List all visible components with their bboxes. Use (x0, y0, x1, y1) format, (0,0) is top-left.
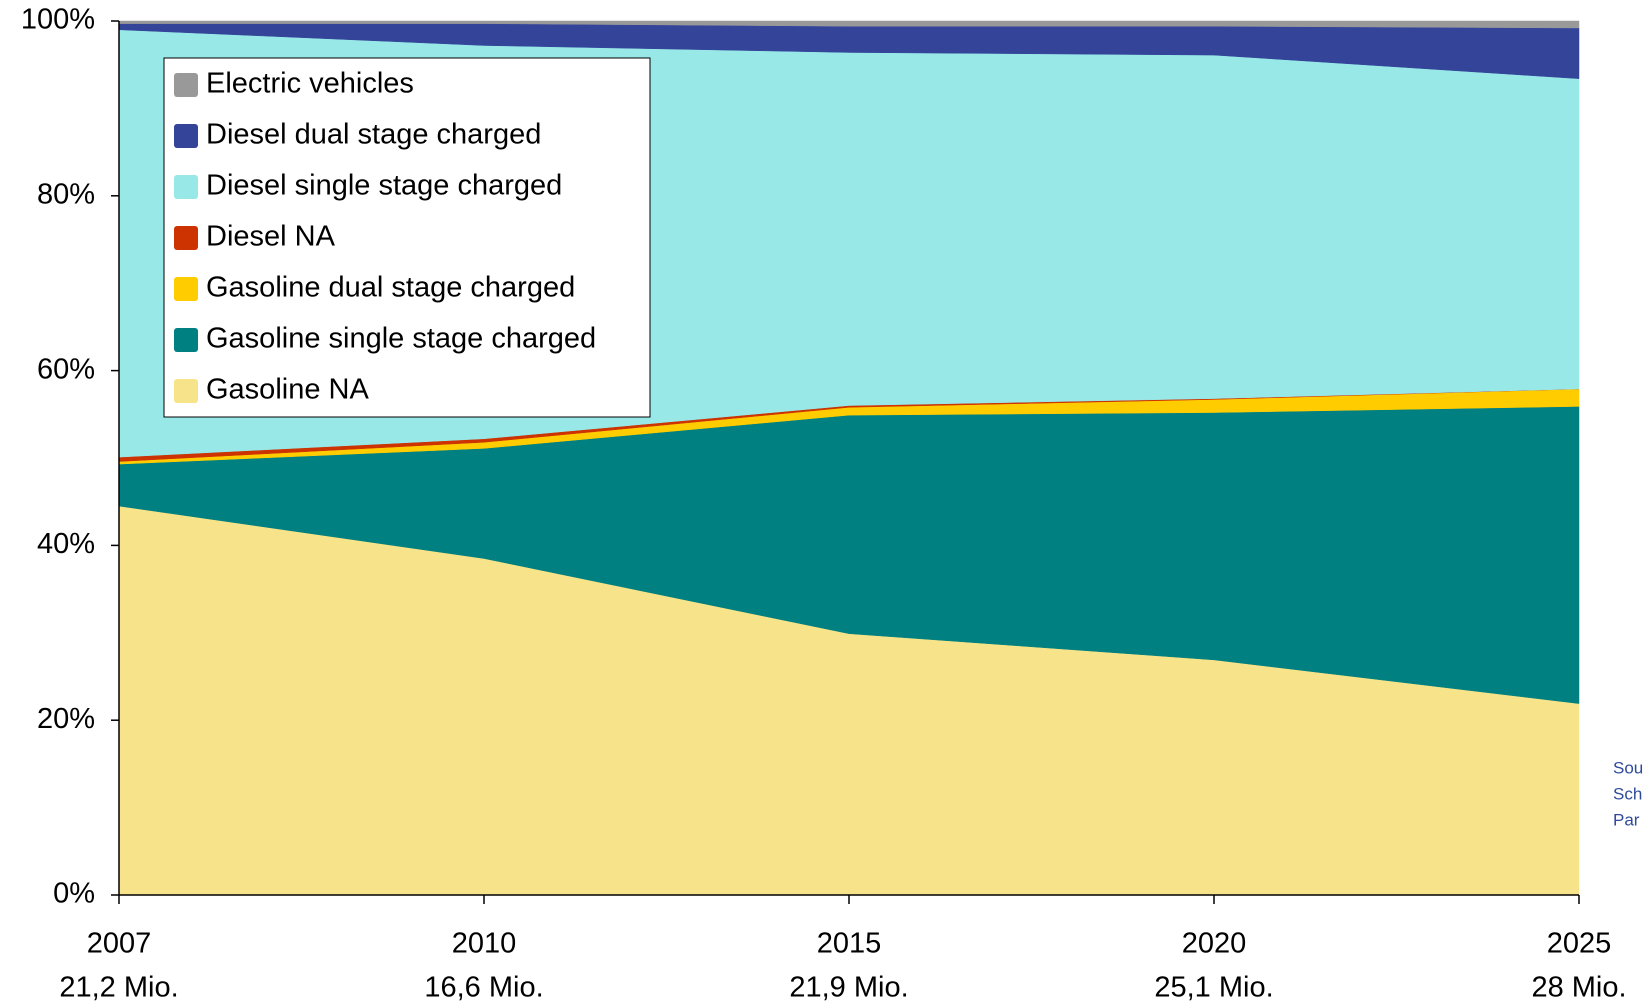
legend-swatch (174, 277, 198, 301)
x-tick-label: 25,1 Mio. (1154, 972, 1273, 1004)
x-tick-label: 2015 (817, 928, 882, 960)
legend-label: Gasoline NA (206, 374, 369, 406)
legend-swatch (174, 328, 198, 352)
y-tick-label: 80% (37, 178, 95, 210)
x-tick-label: 28 Mio. (1531, 972, 1626, 1004)
y-tick-label: 0% (53, 878, 95, 910)
x-tick-label: 21,2 Mio. (59, 972, 178, 1004)
x-tick-label: 2025 (1547, 928, 1612, 960)
x-tick-label: 2010 (452, 928, 517, 960)
y-tick-label: 60% (37, 353, 95, 385)
area (118, 20, 1580, 29)
x-tick-label: 2007 (87, 928, 152, 960)
legend-swatch (174, 73, 198, 97)
legend-box (163, 57, 651, 418)
y-tick-label: 100% (21, 4, 95, 36)
legend: Electric vehicles Diesel dual stage charg… (163, 57, 651, 418)
x-tick-label: 21,9 Mio. (789, 972, 908, 1004)
legend-label: Diesel NA (206, 221, 336, 253)
legend-swatch (174, 175, 198, 199)
legend-label: Diesel single stage charged (206, 170, 562, 202)
y-tick-label: 40% (37, 528, 95, 560)
source-note: Sch (1613, 784, 1642, 803)
legend-swatch (174, 379, 198, 403)
legend-swatch (174, 226, 198, 250)
y-tick-label: 20% (37, 703, 95, 735)
source-note: Par (1613, 810, 1640, 829)
legend-label: Gasoline dual stage charged (206, 272, 575, 304)
legend-label: Electric vehicles (206, 68, 414, 100)
x-tick-label: 2020 (1182, 928, 1247, 960)
source-note: Sou (1613, 758, 1643, 777)
legend-swatch (174, 124, 198, 148)
legend-label: Diesel dual stage charged (206, 119, 541, 151)
legend-label: Gasoline single stage charged (206, 323, 596, 355)
x-tick-label: 16,6 Mio. (424, 972, 543, 1004)
